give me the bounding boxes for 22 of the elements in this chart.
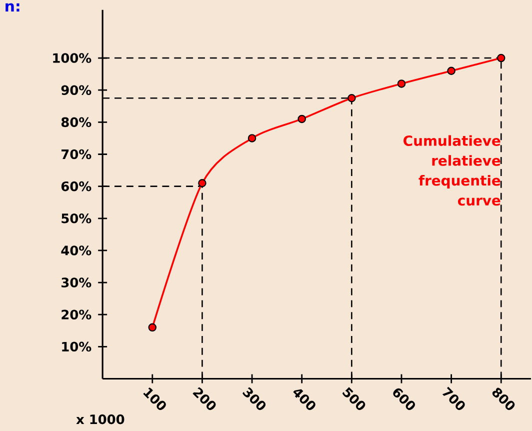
y-tick-label: 10%: [62, 342, 92, 352]
point: [198, 178, 206, 188]
text: Cumulatieve relatieve frequentie curve: [404, 135, 500, 206]
y-tick-label: 60%: [61, 181, 92, 192]
point: [447, 66, 456, 75]
y-tick-label: 70%: [62, 149, 92, 159]
chart-title: n:: [6, 2, 20, 12]
y-tick-label: 50%: [62, 213, 92, 224]
point: [397, 79, 406, 88]
y-tick-label: 30%: [62, 277, 92, 288]
y-tick-label: 40%: [61, 245, 92, 256]
y-tick-label: 20%: [62, 310, 92, 320]
y-tick-label: 90%: [61, 85, 92, 95]
point: [248, 134, 256, 142]
x-tick-label: 400: [293, 389, 316, 410]
point: [298, 114, 306, 123]
y-tick-label: 100%: [53, 52, 92, 63]
y-tick-label: 80%: [61, 117, 92, 127]
x-axis-title: x 1000: [76, 414, 124, 424]
point: [496, 54, 506, 62]
point: [348, 94, 356, 102]
point: [148, 323, 157, 332]
